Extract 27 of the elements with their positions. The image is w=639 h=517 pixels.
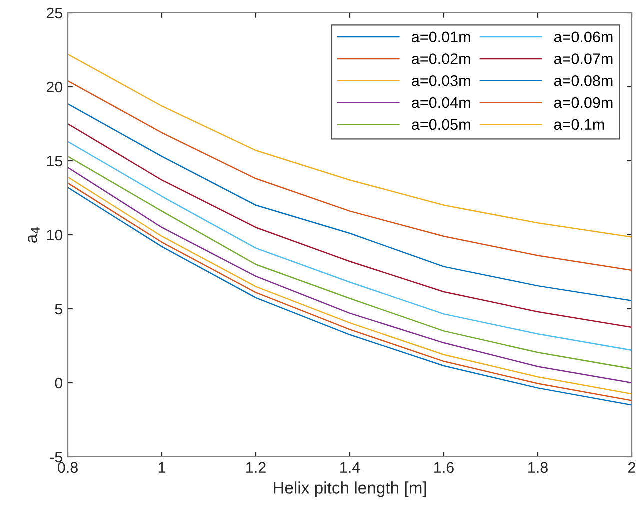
legend-label: a=0.04m (412, 97, 470, 108)
legend-label: a=0.07m (554, 54, 613, 64)
x-tick-label: 1 (158, 462, 166, 473)
x-tick-label: 1.6 (434, 462, 454, 474)
legend-label: a=0.03m (412, 76, 470, 86)
y-tick-label: 5 (55, 304, 62, 315)
legend-label: a=0.06m (554, 32, 613, 43)
y-tick-label: 20 (46, 82, 63, 93)
legend-label: a=0.05m (412, 119, 470, 130)
y-tick-label: -5 (50, 452, 62, 463)
legend-label: a=0.08m (554, 76, 613, 86)
y-tick-label: 25 (46, 8, 62, 19)
x-tick-label: 0.8 (58, 462, 78, 474)
legend-label: a=0.02m (412, 54, 470, 64)
legend-label: a=0.1m (554, 119, 604, 130)
x-axis-title: Helix pitch length [m] (274, 482, 426, 498)
y-axis-title: a$_{4}$ (28, 227, 40, 243)
legend-label: a=0.01m (412, 32, 470, 43)
y-tick-label: 0 (55, 378, 63, 389)
x-tick-label: 1.4 (340, 462, 360, 473)
x-tick-label: 1.2 (246, 462, 266, 473)
line-series (68, 54, 632, 238)
x-tick-label: 2 (628, 462, 636, 473)
legend-label: a=0.09m (554, 97, 613, 108)
y-tick-label: 15 (47, 156, 62, 167)
x-tick-label: 1.8 (528, 462, 548, 474)
y-tick-label: 10 (47, 230, 63, 241)
